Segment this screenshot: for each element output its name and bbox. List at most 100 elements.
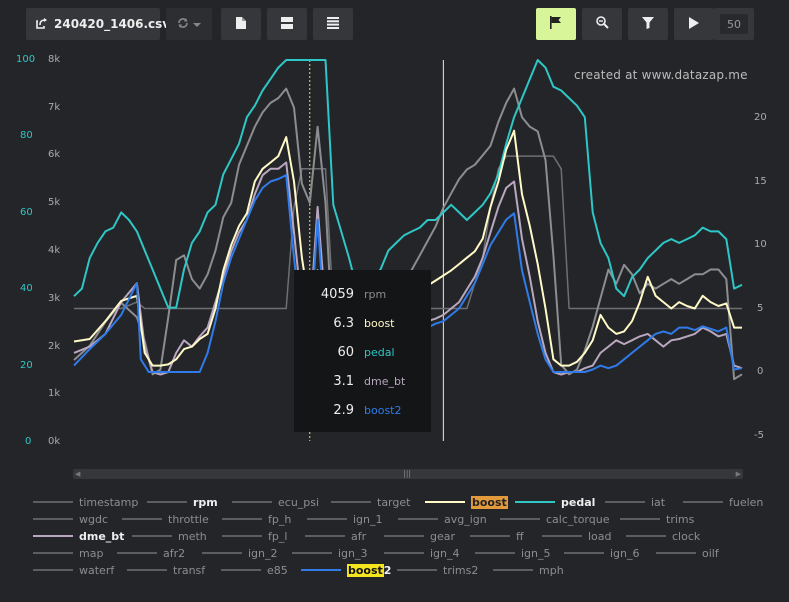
legend-item-boost[interactable]: boost: [425, 494, 508, 510]
legend-label: fuelen: [729, 495, 764, 509]
list-view-button[interactable]: [313, 8, 353, 40]
tooltip-name: boost2: [364, 404, 402, 417]
play-button[interactable]: [674, 8, 714, 40]
legend-item-trims[interactable]: trims: [620, 511, 694, 527]
legend-label: rpm: [193, 495, 218, 509]
axis-right-tick: 20: [754, 112, 767, 123]
legend-item-avg-ign[interactable]: avg_ign: [398, 511, 487, 527]
tooltip-row-boost: 6.3 boost: [294, 309, 431, 338]
legend-label: wgdc: [79, 512, 109, 526]
legend-item-ign-6[interactable]: ign_6: [564, 545, 640, 561]
axis-left1-tick: 0: [25, 436, 32, 447]
value-tooltip: 4059 rpm 6.3 boost 60 pedal 3.1 dme_bt 2…: [294, 270, 431, 432]
filter-icon: [642, 16, 654, 32]
legend-item-fp-l[interactable]: fp_l: [222, 528, 287, 544]
toolbar: 240420_1406.csv: [0, 0, 789, 48]
legend-item-ign-1[interactable]: ign_1: [307, 511, 383, 527]
flag-button[interactable]: [536, 8, 576, 40]
zoom-out-button[interactable]: [582, 8, 622, 40]
legend-item-ff[interactable]: ff: [470, 528, 524, 544]
playback-speed-input[interactable]: 50: [720, 14, 748, 34]
axis-left1-tick: 80: [20, 130, 33, 141]
scrollbar-grip-icon[interactable]: |||: [403, 469, 412, 478]
legend-item-transf[interactable]: transf: [127, 562, 205, 578]
axis-left2-tick: 2k: [48, 341, 61, 352]
chevron-left-icon[interactable]: ◀: [75, 470, 81, 478]
tooltip-row-boost2: 2.9 boost2: [294, 396, 431, 425]
legend-item-fuelen[interactable]: fuelen: [683, 494, 763, 510]
legend-item-e85[interactable]: e85: [221, 562, 288, 578]
legend-label: ign_3: [338, 546, 368, 560]
legend-label: timestamp: [79, 495, 139, 509]
axis-left2-tick: 6k: [48, 149, 61, 160]
legend-label: fp_l: [268, 529, 288, 543]
tooltip-value: 3.1: [333, 374, 354, 389]
legend-item-mph[interactable]: mph: [493, 562, 564, 578]
file-button[interactable]: 240420_1406.csv: [26, 8, 170, 40]
chevron-right-icon[interactable]: ▶: [735, 470, 741, 478]
document-button[interactable]: [221, 8, 261, 40]
legend-label: trims: [666, 512, 695, 526]
file-name: 240420_1406.csv: [54, 17, 171, 31]
axis-left2-tick: 1k: [48, 388, 61, 399]
filter-button[interactable]: [628, 8, 668, 40]
legend-item-clock[interactable]: clock: [626, 528, 700, 544]
legend-item-dme-bt[interactable]: dme_bt: [33, 528, 124, 544]
legend-item-throttle[interactable]: throttle: [122, 511, 209, 527]
axis-right-tick: -5: [754, 430, 764, 441]
tooltip-value: 6.3: [333, 316, 354, 331]
legend-item-afr2[interactable]: afr2: [117, 545, 185, 561]
timeline-scrollbar[interactable]: ◀ ||| ▶: [73, 469, 743, 479]
legend-label: oilf: [702, 546, 719, 560]
legend-label: load: [588, 529, 612, 543]
legend-item-gear[interactable]: gear: [384, 528, 455, 544]
legend-item-ign-4[interactable]: ign_4: [384, 545, 460, 561]
axis-left1-tick: 20: [20, 360, 33, 371]
legend-item-ign-2[interactable]: ign_2: [202, 545, 278, 561]
axis-right-tick: 15: [754, 176, 767, 187]
legend-item-ign-3[interactable]: ign_3: [292, 545, 368, 561]
sync-button[interactable]: [166, 8, 212, 40]
legend-item-oilf[interactable]: oilf: [656, 545, 719, 561]
legend-item-map[interactable]: map: [33, 545, 103, 561]
legend-item-load[interactable]: load: [542, 528, 612, 544]
legend-item-ign-5[interactable]: ign_5: [475, 545, 551, 561]
watermark: created at www.datazap.me: [574, 68, 748, 82]
legend-label: map: [79, 546, 104, 560]
legend-label: transf: [173, 563, 206, 577]
legend-item-afr[interactable]: afr: [305, 528, 366, 544]
legend-item-waterf[interactable]: waterf: [33, 562, 114, 578]
legend-item-pedal[interactable]: pedal: [515, 494, 595, 510]
play-icon: [689, 16, 699, 32]
legend-item-fp-h[interactable]: fp_h: [222, 511, 291, 527]
legend-item-iat[interactable]: iat: [605, 494, 665, 510]
legend-item-rpm[interactable]: rpm: [147, 494, 218, 510]
split-view-button[interactable]: [267, 8, 307, 40]
legend-label: waterf: [79, 563, 115, 577]
legend-label: throttle: [168, 512, 209, 526]
legend-item-meth[interactable]: meth: [132, 528, 207, 544]
tooltip-value: 4059: [320, 287, 354, 302]
axis-left2-tick: 7k: [48, 102, 61, 113]
legend-item-ecu-psi[interactable]: ecu_psi: [232, 494, 319, 510]
legend-item-calc-torque[interactable]: calc_torque: [500, 511, 610, 527]
legend-label: mph: [539, 563, 564, 577]
playback-speed[interactable]: 50: [714, 8, 754, 40]
share-icon: [36, 17, 48, 32]
tooltip-value: 2.9: [333, 403, 354, 418]
legend-item-target[interactable]: target: [331, 494, 410, 510]
tooltip-row-dme-bt: 3.1 dme_bt: [294, 367, 431, 396]
legend-item-trims2[interactable]: trims2: [397, 562, 478, 578]
legend-label: fp_h: [268, 512, 292, 526]
legend-label: ign_2: [248, 546, 278, 560]
legend-item-timestamp[interactable]: timestamp: [33, 494, 138, 510]
legend-label: target: [377, 495, 411, 509]
legend-item-wgdc[interactable]: wgdc: [33, 511, 108, 527]
legend-label: ign_6: [610, 546, 640, 560]
legend-label: ff: [516, 529, 524, 543]
legend-item-boost2[interactable]: boost 2: [301, 562, 391, 578]
axis-right-tick: 5: [757, 303, 764, 314]
legend-label: dme_bt: [79, 529, 125, 543]
legend-label-suffix: 2: [383, 563, 392, 577]
legend-label: avg_ign: [444, 512, 487, 526]
